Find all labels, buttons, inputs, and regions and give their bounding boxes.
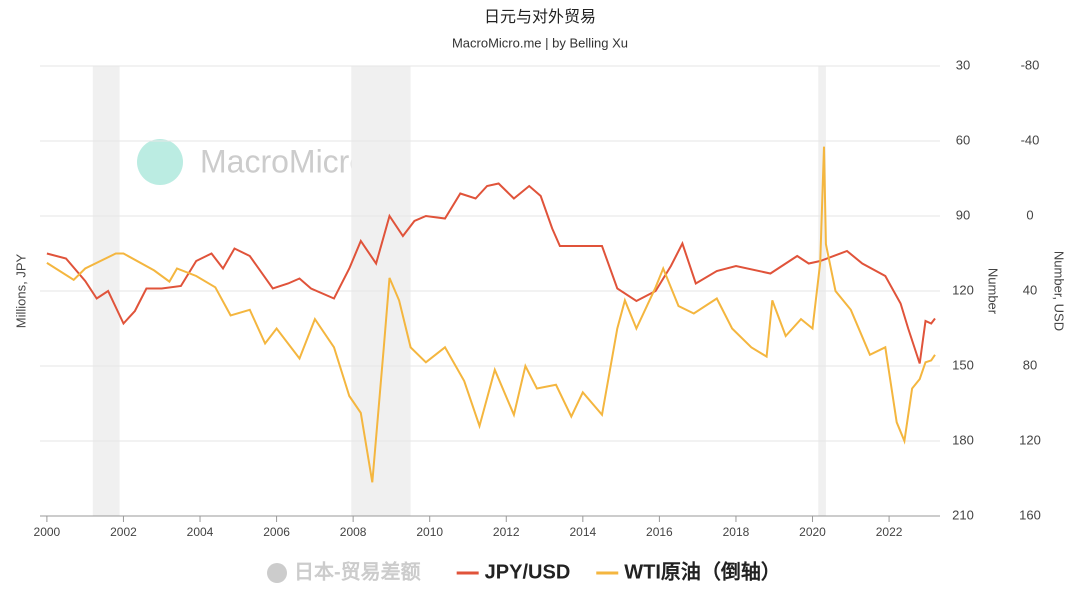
legend-label: JPY/USD (485, 561, 571, 583)
series-line (46, 146, 936, 483)
y2-tick-label: 0 (1026, 207, 1033, 222)
watermark-logo (137, 139, 183, 185)
y2-tick-label: 160 (1019, 507, 1041, 522)
chart-subtitle: MacroMicro.me | by Belling Xu (452, 35, 628, 50)
y2-tick-label: 40 (1023, 282, 1037, 297)
legend-label: WTI原油（倒轴） (624, 559, 781, 583)
y-tick-label: 120 (952, 282, 974, 297)
x-tick-label: 2018 (723, 525, 750, 539)
legend-symbol (267, 563, 287, 583)
y-left-axis-title: Millions, JPY (13, 253, 28, 328)
y-tick-label: 180 (952, 432, 974, 447)
y-tick-label: 90 (956, 207, 970, 222)
x-tick-label: 2000 (34, 525, 61, 539)
x-tick-label: 2016 (646, 525, 673, 539)
x-tick-label: 2006 (263, 525, 290, 539)
y-tick-label: 150 (952, 357, 974, 372)
legend-label: 日本-贸易差额 (294, 559, 421, 583)
x-tick-label: 2008 (340, 525, 367, 539)
x-tick-label: 2010 (416, 525, 443, 539)
chart-title: 日元与对外贸易 (484, 8, 596, 26)
y-tick-label: 60 (956, 132, 970, 147)
x-tick-label: 2020 (799, 525, 826, 539)
series-line (46, 182, 936, 364)
x-tick-label: 2022 (876, 525, 903, 539)
y-tick-label: 210 (952, 507, 974, 522)
y2-tick-label: 80 (1023, 357, 1037, 372)
y2-tick-label: -40 (1021, 132, 1040, 147)
y2-axis-title: Number, USD (1052, 251, 1067, 331)
x-tick-label: 2014 (569, 525, 596, 539)
x-tick-label: 2002 (110, 525, 137, 539)
x-tick-label: 2012 (493, 525, 520, 539)
x-tick-label: 2004 (187, 525, 214, 539)
y2-tick-label: 120 (1019, 432, 1041, 447)
y2-tick-label: -80 (1021, 57, 1040, 72)
y-tick-label: 30 (956, 57, 970, 72)
watermark: MacroMicro (200, 143, 367, 179)
y-axis-title: Number (986, 268, 1001, 315)
